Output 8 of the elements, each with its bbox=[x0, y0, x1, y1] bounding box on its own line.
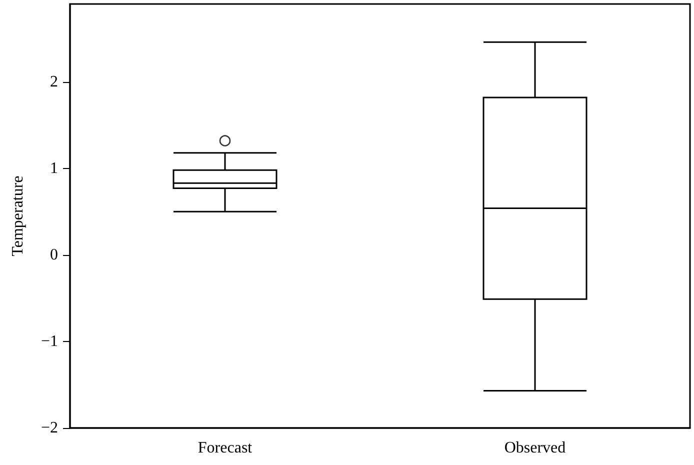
y-axis-title: Temperature bbox=[10, 176, 26, 256]
y-tick-label: −2 bbox=[40, 420, 58, 436]
y-tick-label: 1 bbox=[50, 160, 58, 177]
y-tick-label: 0 bbox=[50, 246, 58, 264]
y-tick-label: −1 bbox=[40, 332, 58, 350]
y-tick-label: 2 bbox=[50, 73, 58, 90]
x-tick-label: Observed bbox=[504, 440, 566, 456]
x-tick-label: Forecast bbox=[198, 440, 253, 456]
